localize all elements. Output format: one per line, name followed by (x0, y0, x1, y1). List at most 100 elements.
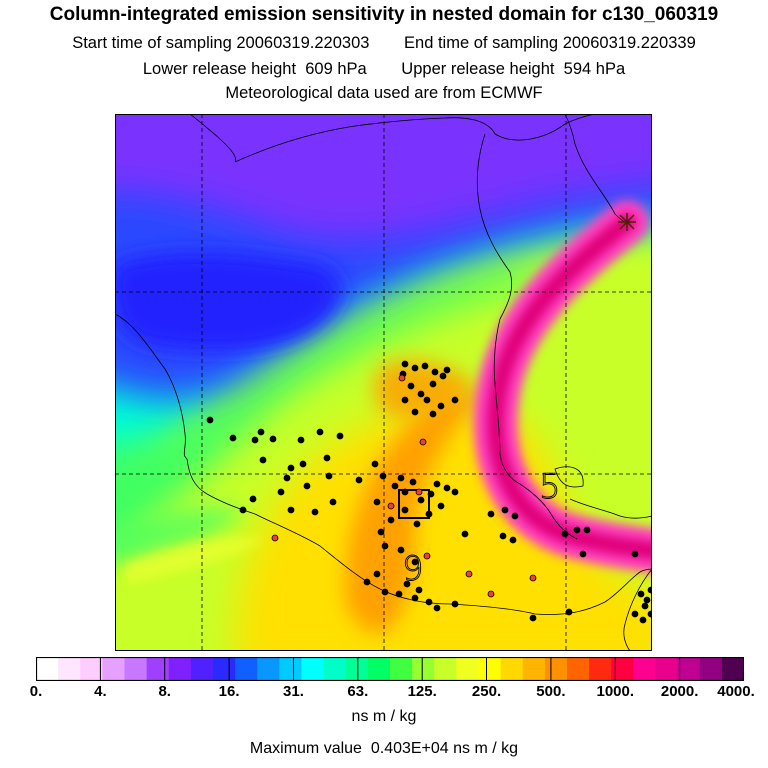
source-marker (501, 506, 509, 514)
colorbar-cell (102, 657, 126, 681)
source-marker (421, 362, 429, 370)
source-marker (529, 614, 537, 622)
field-purple-region (115, 114, 652, 239)
coastline-west (115, 313, 652, 615)
source-marker (631, 610, 639, 618)
source-marker (297, 436, 305, 444)
colorbar-cell (434, 657, 457, 681)
source-marker (323, 454, 331, 462)
colorbar-cell (699, 657, 723, 681)
max-label: Maximum value (249, 740, 362, 757)
source-marker-red (419, 438, 427, 446)
source-marker (429, 380, 437, 388)
source-marker (401, 506, 409, 514)
source-marker (583, 526, 591, 534)
source-marker (401, 396, 409, 404)
max-value: 0.403E+04 (370, 740, 449, 757)
colorbar-cell (721, 657, 744, 681)
source-marker (251, 436, 259, 444)
source-marker (363, 578, 371, 586)
source-marker (433, 604, 441, 612)
receptor-box (398, 489, 430, 519)
source-marker (206, 416, 214, 424)
colorbar-cell (567, 657, 590, 681)
colorbar-tick-label: 125. (407, 683, 437, 700)
colorbar-cell (655, 657, 679, 681)
source-marker (299, 460, 307, 468)
start-value: 20060319.220303 (236, 34, 370, 52)
upper-label: Upper release height (401, 60, 555, 78)
field-green-streaks (115, 507, 245, 563)
source-marker (239, 506, 247, 514)
field-yellow-core (235, 406, 652, 651)
source-marker-red (423, 552, 431, 560)
source-marker (257, 428, 265, 436)
source-marker (287, 464, 295, 472)
colorbar-tick-label: 0. (29, 683, 43, 700)
source-marker (641, 602, 649, 610)
end-label: End time of sampling (404, 34, 559, 52)
colorbar-cell (677, 657, 701, 681)
source-marker (443, 484, 451, 492)
source-marker (631, 550, 639, 558)
source-marker (433, 480, 441, 488)
colorbar-tick-label: 250. (471, 683, 502, 700)
source-marker (423, 396, 431, 404)
lower-value: 609 hPa (305, 60, 367, 78)
source-marker (397, 474, 405, 482)
source-marker (303, 482, 311, 490)
source-marker (381, 542, 389, 550)
field-band-green (115, 264, 535, 549)
colorbar-cell (456, 657, 480, 681)
colorbar-cell (279, 657, 303, 681)
source-marker (637, 590, 645, 598)
colorbar-cell (36, 657, 59, 681)
upper-value: 594 hPa (563, 60, 626, 78)
source-marker-red (387, 502, 395, 510)
plume-core (486, 213, 652, 560)
coastline-se (569, 498, 652, 519)
source-marker (316, 428, 324, 436)
colorbar-tick-label: 16. (218, 683, 240, 700)
source-marker (269, 435, 277, 443)
colorbar-cell (190, 657, 214, 681)
source-marker (407, 382, 415, 390)
field-yellow-streak (125, 537, 265, 584)
source-marker (425, 510, 433, 518)
source-marker (437, 402, 445, 410)
source-marker (427, 490, 435, 498)
source-marker (249, 495, 257, 503)
source-marker (287, 506, 295, 514)
source-marker (461, 530, 469, 538)
colorbar-tick-label: 8. (158, 683, 171, 700)
contour-label-9: 9 (402, 549, 424, 589)
source-marker (311, 508, 319, 516)
source-marker (413, 520, 421, 528)
source-marker (391, 482, 399, 490)
source-marker-red (398, 374, 406, 382)
source-marker (373, 570, 381, 578)
sampling-times: Start time of sampling 20060319.220303 E… (0, 34, 768, 53)
source-marker (259, 456, 267, 464)
colorbar-cell (522, 657, 546, 681)
source-marker (431, 368, 439, 376)
colorbar-cell (345, 657, 369, 681)
colorbar-cell (412, 657, 435, 681)
colorbar-tick-label: 4000. (717, 683, 755, 700)
field-deep-blue-patch (115, 252, 341, 351)
source-marker (381, 588, 389, 596)
colorbar-cell (213, 657, 236, 681)
source-marker-red (465, 570, 473, 578)
source-marker (403, 580, 411, 588)
contour-label-5: 5 (539, 467, 561, 507)
source-marker (487, 510, 495, 518)
source-marker (277, 488, 285, 496)
source-marker (387, 516, 395, 524)
source-marker (411, 408, 419, 416)
colorbar-tick-label: 31. (283, 683, 304, 700)
sensitivity-map: 5 9 (115, 114, 652, 651)
colorbar-cell (323, 657, 347, 681)
colorbar-cell (235, 657, 258, 681)
source-marker (409, 478, 417, 486)
plot-title: Column-integrated emission sensitivity i… (49, 4, 719, 25)
